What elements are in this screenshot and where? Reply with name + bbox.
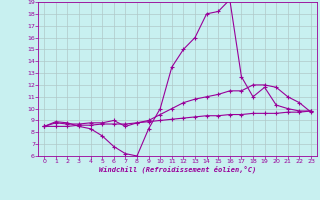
X-axis label: Windchill (Refroidissement éolien,°C): Windchill (Refroidissement éolien,°C) — [99, 166, 256, 173]
